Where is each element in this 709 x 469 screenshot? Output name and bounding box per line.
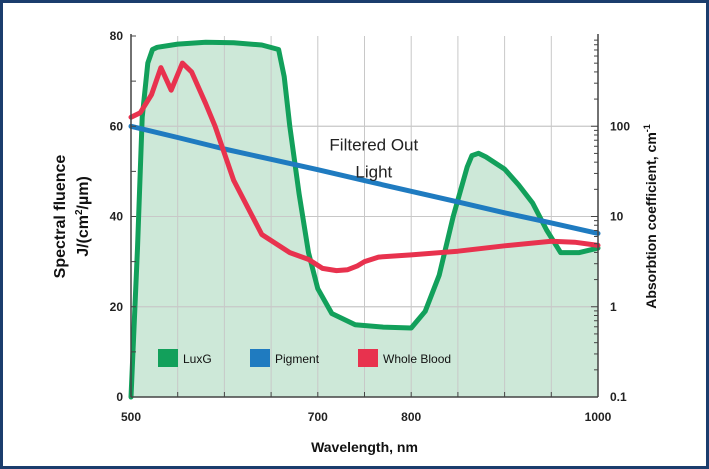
- legend-swatch-whole-blood: [358, 349, 378, 367]
- legend-swatch-luxg: [158, 349, 178, 367]
- y-right-tick-label: 1: [610, 300, 617, 314]
- y-right-tick-label: 100: [610, 119, 630, 133]
- luxg-fill: [131, 42, 598, 398]
- y-left-tick-label: 80: [110, 29, 124, 43]
- y-left-tick-label: 60: [110, 119, 124, 133]
- legend: LuxG Pigment Whole Blood: [158, 349, 451, 367]
- y-axis-left-title: Spectral fluence J/(cm2/µm): [52, 155, 92, 279]
- series-line-whole-blood: [128, 60, 601, 274]
- x-axis-title: Wavelength, nm: [311, 439, 418, 455]
- x-tick-label: 1000: [585, 410, 612, 424]
- series-line-pigment: [128, 123, 601, 236]
- x-tick-label: 700: [308, 410, 328, 424]
- y-right-tick-label: 10: [610, 210, 624, 224]
- annotation-line-2: Light: [355, 162, 392, 181]
- luxg-fill-area: [131, 42, 598, 398]
- y-axis-left-unit-superscript: 2: [74, 209, 85, 215]
- series-lines: [128, 39, 601, 400]
- y-axis-right-title-main: Absorbtion coefficient, cm: [643, 132, 659, 309]
- legend-label-pigment: Pigment: [275, 352, 320, 366]
- y-axis-right-title-text: Absorbtion coefficient, cm-1: [642, 124, 659, 309]
- x-tick-label: 800: [401, 410, 421, 424]
- y-axis-right-title-superscript: -1: [642, 124, 652, 132]
- axes: 500 700 800 1000 0 20 40 60 80 0.1 1 10 100: [110, 29, 631, 424]
- x-tick-label: 500: [121, 410, 141, 424]
- y-left-tick-label: 40: [110, 210, 124, 224]
- y-axis-left-unit-suffix: /µm): [75, 176, 92, 209]
- y-axis-left-title-line-1: Spectral fluence: [52, 155, 69, 279]
- y-left-tick-label: 0: [116, 390, 123, 404]
- legend-label-luxg: LuxG: [183, 352, 212, 366]
- y-axis-left-unit-prefix: J/(cm: [75, 215, 92, 257]
- y-axis-right-title: Absorbtion coefficient, cm-1: [642, 124, 659, 309]
- annotation-line-1: Filtered Out: [329, 135, 418, 154]
- series-line-luxg: [128, 39, 601, 400]
- y-left-tick-label: 20: [110, 300, 124, 314]
- y-axis-left-title-line-2: J/(cm2/µm): [74, 176, 92, 257]
- grid: [131, 36, 598, 397]
- y-right-tick-label: 0.1: [610, 390, 627, 404]
- legend-label-whole-blood: Whole Blood: [383, 352, 451, 366]
- legend-swatch-pigment: [250, 349, 270, 367]
